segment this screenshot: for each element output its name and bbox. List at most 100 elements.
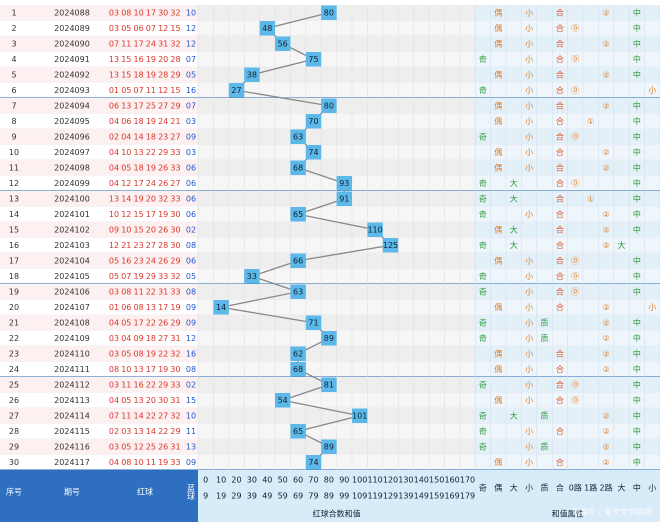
row-bg — [0, 98, 198, 114]
attr: 中 — [633, 271, 641, 281]
attr: 偶 — [494, 364, 502, 374]
blue-ball: 08 — [186, 365, 196, 374]
blue-ball: 07 — [186, 101, 196, 110]
row-bg — [0, 191, 198, 207]
blue-ball: 06 — [186, 179, 196, 188]
row-number: 8 — [11, 117, 16, 126]
row-bg — [0, 51, 198, 67]
red-ball: 19 — [146, 163, 156, 172]
red-ball: 07 — [109, 411, 119, 420]
attr: ⓪ — [571, 24, 579, 33]
attr: 小 — [525, 70, 533, 79]
red-ball: 32 — [158, 194, 168, 203]
red-ball: 04 — [121, 132, 131, 141]
header-issue: 期号 — [64, 488, 80, 497]
value-cell — [290, 346, 306, 361]
red-ball: 12 — [158, 24, 168, 33]
issue: 2024092 — [54, 70, 90, 79]
red-ball: 18 — [146, 132, 156, 141]
red-ball: 17 — [146, 8, 156, 17]
attr-header: 1路 — [584, 483, 597, 493]
attr: 质 — [541, 317, 549, 327]
red-ball: 17 — [146, 365, 156, 374]
red-ball: 19 — [146, 117, 156, 126]
attr: 合 — [556, 54, 564, 64]
row-number: 4 — [11, 55, 16, 64]
interval-end: 119 — [367, 492, 382, 501]
blue-ball: 08 — [186, 287, 196, 296]
attr: 小 — [525, 272, 533, 281]
red-ball: 23 — [158, 132, 168, 141]
attr: 小 — [525, 148, 533, 157]
attr: 中 — [633, 147, 641, 157]
red-ball: 11 — [121, 39, 131, 48]
red-ball: 10 — [121, 365, 131, 374]
value-cell — [321, 98, 337, 113]
red-ball: 30 — [158, 396, 168, 405]
red-ball: 07 — [134, 86, 144, 95]
blue-ball: 02 — [186, 225, 196, 234]
attr: ⓪ — [571, 132, 579, 141]
issue: 2024115 — [54, 427, 90, 436]
red-ball: 16 — [134, 55, 144, 64]
attr: ② — [603, 411, 610, 420]
value-label: 63 — [293, 132, 303, 141]
red-ball: 04 — [109, 117, 119, 126]
issue: 2024088 — [54, 8, 90, 17]
interval-start: 50 — [278, 476, 288, 485]
value-cell — [305, 315, 322, 330]
red-ball: 28 — [158, 70, 168, 79]
red-ball: 26 — [158, 442, 168, 451]
row-number: 15 — [9, 225, 19, 234]
red-ball: 13 — [109, 55, 119, 64]
attr: 偶 — [494, 23, 502, 33]
attr: 偶 — [494, 255, 502, 265]
interval-end: 69 — [293, 492, 303, 501]
red-ball: 02 — [109, 427, 119, 436]
issue: 2024111 — [54, 365, 90, 374]
value-label: 125 — [383, 241, 398, 250]
blue-ball: 12 — [186, 39, 196, 48]
attr: ⓪ — [571, 287, 579, 296]
red-ball: 04 — [109, 163, 119, 172]
row-number: 2 — [11, 24, 16, 33]
value-cell — [228, 83, 245, 98]
issue: 2024104 — [54, 256, 90, 265]
attr: 大 — [510, 193, 518, 203]
value-cell — [290, 253, 306, 268]
red-ball: 24 — [146, 179, 156, 188]
blue-ball: 09 — [186, 318, 196, 327]
row-bg — [0, 222, 198, 238]
red-ball: 05 — [121, 163, 131, 172]
row-bg — [0, 284, 198, 300]
issue: 2024089 — [54, 24, 90, 33]
red-ball: 29 — [170, 256, 180, 265]
row-number: 23 — [9, 349, 19, 358]
attr: 奇 — [479, 286, 487, 296]
red-ball: 33 — [158, 272, 168, 281]
red-ball: 11 — [146, 458, 156, 467]
red-ball: 28 — [158, 241, 168, 250]
attr: 合 — [556, 457, 564, 467]
red-ball: 31 — [158, 287, 168, 296]
issue: 2024116 — [54, 442, 90, 451]
value-label: 75 — [308, 55, 318, 64]
attr-header: 大 — [510, 483, 518, 493]
value-cell — [290, 129, 306, 144]
attr: 大 — [510, 240, 518, 250]
value-label: 65 — [293, 210, 303, 219]
red-ball: 14 — [121, 194, 131, 203]
red-ball: 32 — [170, 39, 180, 48]
issue: 2024101 — [54, 210, 90, 219]
value-label: 33 — [247, 272, 257, 281]
attr: 奇 — [479, 178, 487, 188]
red-ball: 22 — [146, 380, 156, 389]
red-ball: 26 — [158, 256, 168, 265]
attr: 小 — [525, 163, 533, 172]
red-ball: 08 — [121, 458, 131, 467]
red-ball: 27 — [146, 241, 156, 250]
red-ball: 22 — [158, 349, 168, 358]
interval-start: 140 — [414, 476, 429, 485]
attr: ② — [603, 303, 610, 312]
